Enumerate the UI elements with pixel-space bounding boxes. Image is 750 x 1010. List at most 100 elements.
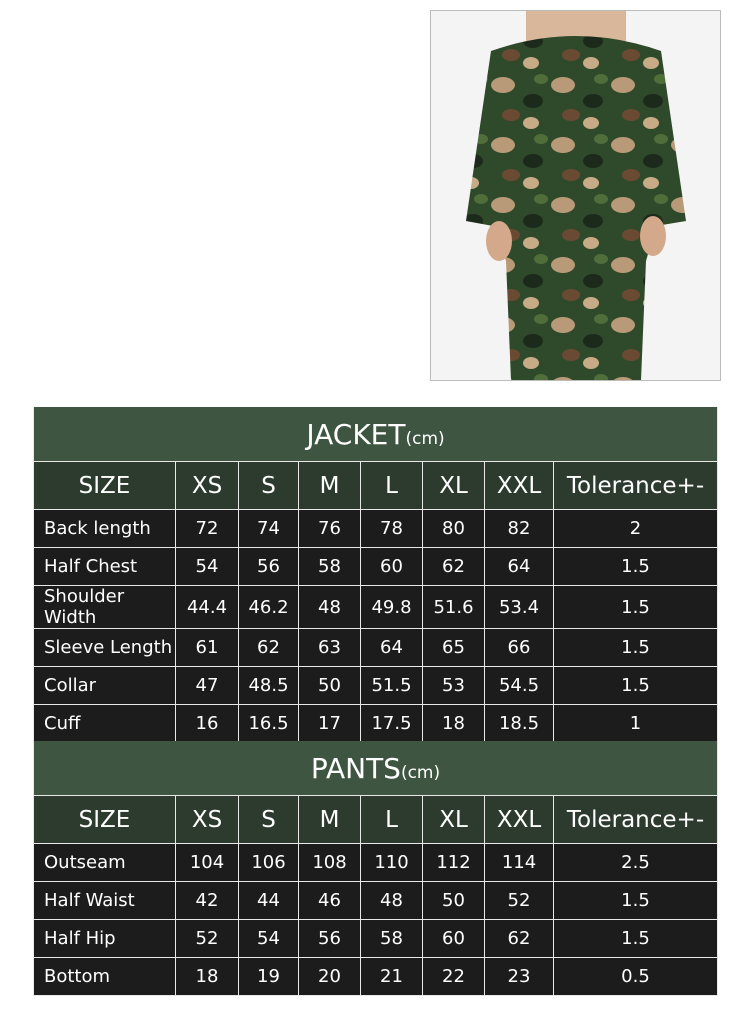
table-row: Half Chest 54 56 58 60 62 64 1.5 bbox=[33, 547, 718, 586]
cell-value: 60 bbox=[360, 547, 423, 586]
cell-value: 72 bbox=[175, 509, 239, 548]
cell-value: 23 bbox=[484, 957, 554, 996]
jacket-size-table: JACKET(cm) SIZE XS S M L XL XXL Tolerance+- Bac… bbox=[33, 407, 718, 743]
cell-value: 18 bbox=[422, 704, 485, 743]
cell-value: 1.5 bbox=[553, 585, 718, 629]
cell-value: 50 bbox=[298, 666, 361, 705]
cell-value: 106 bbox=[238, 843, 299, 882]
row-label: Half Hip bbox=[33, 919, 176, 958]
cell-value: 44 bbox=[238, 881, 299, 920]
header-cell: SIZE bbox=[33, 795, 176, 844]
cell-value: 110 bbox=[360, 843, 423, 882]
row-label: Cuff bbox=[33, 704, 176, 743]
header-cell: Tolerance+- bbox=[553, 461, 718, 510]
cell-value: 50 bbox=[422, 881, 485, 920]
header-cell: S bbox=[238, 461, 299, 510]
header-cell: M bbox=[298, 795, 361, 844]
cell-value: 112 bbox=[422, 843, 485, 882]
cell-value: 114 bbox=[484, 843, 554, 882]
cell-value: 16 bbox=[175, 704, 239, 743]
pants-size-table: PANTS(cm) SIZE XS S M L XL XXL Tolerance+- Outs… bbox=[33, 741, 718, 996]
cell-value: 53 bbox=[422, 666, 485, 705]
cell-value: 74 bbox=[238, 509, 299, 548]
cell-value: 20 bbox=[298, 957, 361, 996]
row-label: Bottom bbox=[33, 957, 176, 996]
header-cell: XS bbox=[175, 795, 239, 844]
cell-value: 21 bbox=[360, 957, 423, 996]
cell-value: 62 bbox=[484, 919, 554, 958]
row-label: Half Chest bbox=[33, 547, 176, 586]
table-row: Outseam 104 106 108 110 112 114 2.5 bbox=[33, 843, 718, 882]
cell-value: 61 bbox=[175, 628, 239, 667]
cell-value: 48 bbox=[298, 585, 361, 629]
table-row: Collar 47 48.5 50 51.5 53 54.5 1.5 bbox=[33, 666, 718, 705]
cell-value: 18.5 bbox=[484, 704, 554, 743]
cell-value: 46 bbox=[298, 881, 361, 920]
table-row: Cuff 16 16.5 17 17.5 18 18.5 1 bbox=[33, 704, 718, 743]
cell-value: 53.4 bbox=[484, 585, 554, 629]
cell-value: 58 bbox=[360, 919, 423, 958]
cell-value: 48.5 bbox=[238, 666, 299, 705]
cell-value: 64 bbox=[360, 628, 423, 667]
pants-header-row: SIZE XS S M L XL XXL Tolerance+- bbox=[33, 795, 718, 844]
cell-value: 56 bbox=[238, 547, 299, 586]
cell-value: 52 bbox=[175, 919, 239, 958]
cell-value: 51.6 bbox=[422, 585, 485, 629]
cell-value: 46.2 bbox=[238, 585, 299, 629]
cell-value: 108 bbox=[298, 843, 361, 882]
row-label: Outseam bbox=[33, 843, 176, 882]
cell-value: 51.5 bbox=[360, 666, 423, 705]
cell-value: 76 bbox=[298, 509, 361, 548]
cell-value: 49.8 bbox=[360, 585, 423, 629]
table-row: Half Hip 52 54 56 58 60 62 1.5 bbox=[33, 919, 718, 958]
cell-value: 17 bbox=[298, 704, 361, 743]
cell-value: 0.5 bbox=[553, 957, 718, 996]
cell-value: 58 bbox=[298, 547, 361, 586]
jacket-header-row: SIZE XS S M L XL XXL Tolerance+- bbox=[33, 461, 718, 510]
cell-value: 1.5 bbox=[553, 666, 718, 705]
row-label: Collar bbox=[33, 666, 176, 705]
row-label: Shoulder Width bbox=[33, 585, 176, 629]
cell-value: 18 bbox=[175, 957, 239, 996]
row-label: Sleeve Length bbox=[33, 628, 176, 667]
jacket-title: JACKET(cm) bbox=[33, 407, 718, 462]
cell-value: 22 bbox=[422, 957, 485, 996]
cell-value: 1 bbox=[553, 704, 718, 743]
cell-value: 62 bbox=[238, 628, 299, 667]
cell-value: 78 bbox=[360, 509, 423, 548]
cell-value: 1.5 bbox=[553, 547, 718, 586]
cell-value: 82 bbox=[484, 509, 554, 548]
cell-value: 62 bbox=[422, 547, 485, 586]
cell-value: 42 bbox=[175, 881, 239, 920]
table-row: Shoulder Width 44.4 46.2 48 49.8 51.6 53.4 1.5 bbox=[33, 585, 718, 629]
cell-value: 44.4 bbox=[175, 585, 239, 629]
cell-value: 47 bbox=[175, 666, 239, 705]
table-row: Back length 72 74 76 78 80 82 2 bbox=[33, 509, 718, 548]
cell-value: 2 bbox=[553, 509, 718, 548]
cell-value: 1.5 bbox=[553, 881, 718, 920]
header-cell: Tolerance+- bbox=[553, 795, 718, 844]
header-cell: SIZE bbox=[33, 461, 176, 510]
cell-value: 104 bbox=[175, 843, 239, 882]
header-cell: M bbox=[298, 461, 361, 510]
header-cell: L bbox=[360, 795, 423, 844]
cell-value: 66 bbox=[484, 628, 554, 667]
cell-value: 63 bbox=[298, 628, 361, 667]
cell-value: 17.5 bbox=[360, 704, 423, 743]
cell-value: 64 bbox=[484, 547, 554, 586]
header-cell: L bbox=[360, 461, 423, 510]
cell-value: 56 bbox=[298, 919, 361, 958]
header-cell: XXL bbox=[484, 795, 554, 844]
header-cell: XL bbox=[422, 461, 485, 510]
header-cell: XS bbox=[175, 461, 239, 510]
cell-value: 60 bbox=[422, 919, 485, 958]
cell-value: 54 bbox=[238, 919, 299, 958]
table-row: Bottom 18 19 20 21 22 23 0.5 bbox=[33, 957, 718, 996]
header-cell: XXL bbox=[484, 461, 554, 510]
table-row: Half Waist 42 44 46 48 50 52 1.5 bbox=[33, 881, 718, 920]
header-cell: XL bbox=[422, 795, 485, 844]
cell-value: 54 bbox=[175, 547, 239, 586]
table-row: Sleeve Length 61 62 63 64 65 66 1.5 bbox=[33, 628, 718, 667]
cell-value: 16.5 bbox=[238, 704, 299, 743]
cell-value: 54.5 bbox=[484, 666, 554, 705]
